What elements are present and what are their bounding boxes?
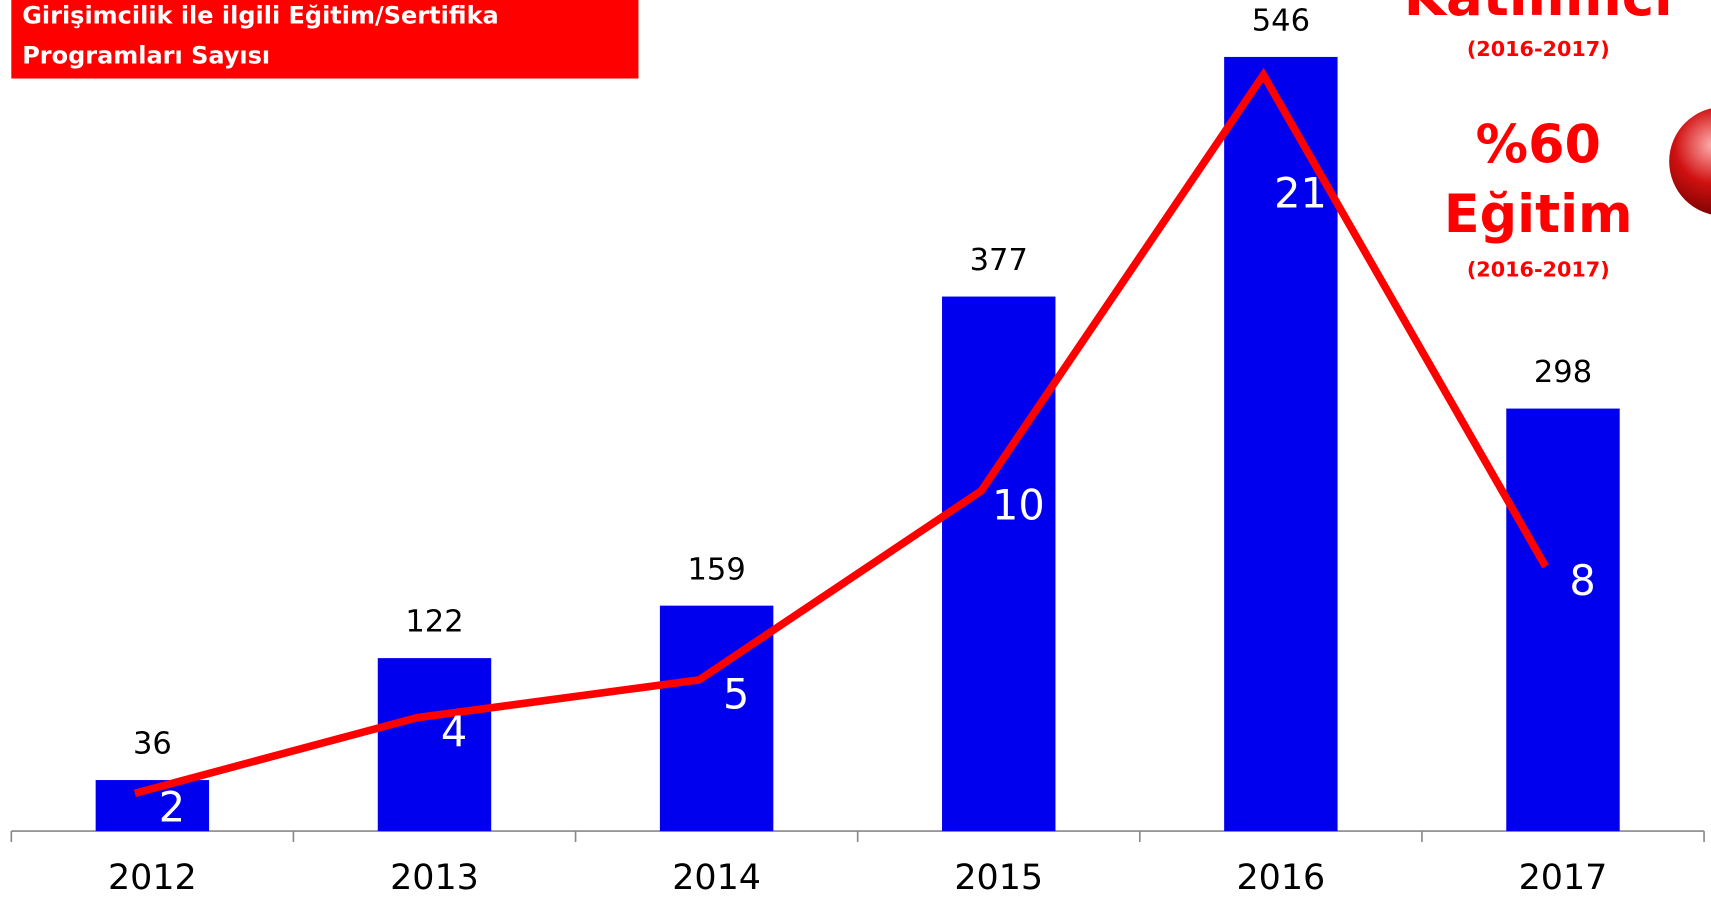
- title-box: [11, 0, 639, 79]
- bar-value-label: 546: [1252, 4, 1310, 39]
- x-tick-label: 2013: [390, 858, 479, 898]
- annotation: (2016-2017): [1467, 37, 1610, 61]
- x-tick-label: 2016: [1236, 858, 1325, 898]
- bar-value-label: 122: [405, 605, 463, 640]
- annotation: Katılımcı: [1404, 0, 1673, 28]
- line-value-label: 10: [992, 481, 1045, 529]
- bar: [1506, 408, 1620, 832]
- line-value-label: 4: [441, 708, 467, 756]
- bar-value-label: 377: [970, 243, 1028, 278]
- annotation: (2016-2017): [1467, 257, 1610, 281]
- line-value-label: 2: [159, 784, 185, 832]
- annotation: %60: [1476, 114, 1601, 175]
- bar-value-label: 159: [687, 552, 745, 587]
- x-tick-label: 2015: [954, 858, 1043, 898]
- x-tick-label: 2014: [672, 858, 761, 898]
- bar-value-label: 36: [133, 727, 172, 762]
- bar: [377, 658, 492, 832]
- bar-value-label: 298: [1534, 355, 1592, 390]
- annotation: Eğitim: [1444, 184, 1633, 245]
- bar: [942, 296, 1056, 832]
- x-tick-label: 2012: [108, 858, 197, 898]
- chart-title: Girişimcilik ile ilgili Eğitim/Sertifika: [22, 1, 499, 29]
- chart-title: Programları Sayısı: [22, 42, 270, 70]
- decoration: [1669, 108, 1711, 215]
- line: [133, 67, 1549, 797]
- line-value-label: 8: [1569, 557, 1595, 605]
- bar: [1224, 56, 1338, 832]
- line-value-label: 21: [1274, 169, 1327, 217]
- x-tick-label: 2017: [1519, 858, 1608, 898]
- line-value-label: 5: [723, 670, 749, 718]
